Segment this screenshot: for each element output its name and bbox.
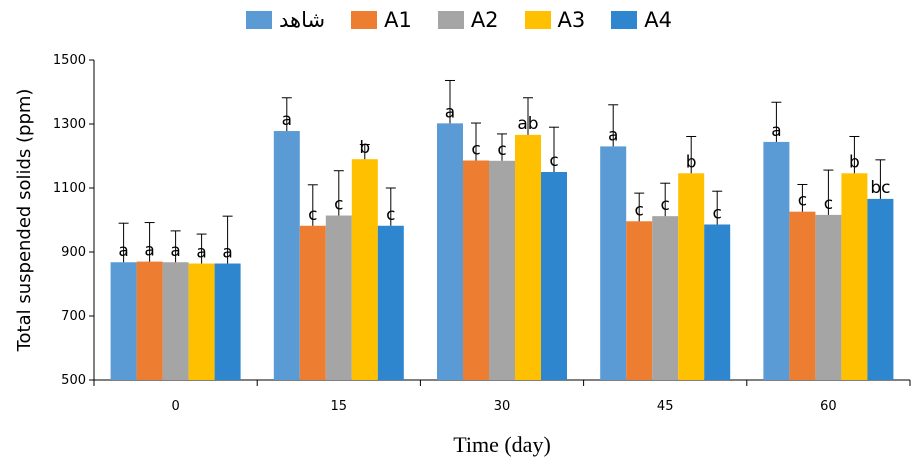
significance-label: b <box>359 138 370 158</box>
significance-label: b <box>849 152 860 172</box>
bar <box>626 221 653 380</box>
significance-label: c <box>471 139 480 159</box>
bar <box>299 225 326 380</box>
x-tick-label: 45 <box>657 399 674 414</box>
bar <box>437 123 463 381</box>
x-tick-label: 15 <box>331 399 348 414</box>
y-tick-label: 1500 <box>53 53 86 68</box>
bar <box>273 131 300 380</box>
legend-label: A1 <box>384 8 412 32</box>
bar <box>704 224 731 380</box>
legend-item: شاهد <box>245 8 326 32</box>
significance-label: bc <box>870 178 890 198</box>
bar <box>188 263 215 380</box>
legend-swatch <box>524 11 551 29</box>
bar <box>678 173 705 380</box>
significance-label: a <box>771 121 781 141</box>
x-tick-label: 0 <box>171 399 179 414</box>
legend-swatch <box>437 11 464 29</box>
bar <box>515 134 541 380</box>
chart-legend: شاهد A1 A2 A3 A4 <box>0 8 918 32</box>
bar <box>815 214 842 380</box>
significance-label: a <box>196 243 206 263</box>
significance-label: c <box>334 195 343 215</box>
y-axis-title: Total suspended solids (ppm) <box>14 89 35 353</box>
legend-label: شاهد <box>278 8 326 32</box>
significance-label: c <box>635 200 644 220</box>
significance-label: a <box>144 241 154 261</box>
y-tick-label: 900 <box>61 245 86 260</box>
y-tick-label: 1100 <box>53 181 86 196</box>
bar <box>489 160 515 380</box>
significance-label: ab <box>517 114 538 134</box>
y-tick-label: 700 <box>61 309 86 324</box>
significance-label: b <box>686 152 697 172</box>
legend-item: A3 <box>524 8 586 32</box>
x-tick-label: 60 <box>820 399 837 414</box>
significance-label: c <box>661 195 670 215</box>
significance-label: a <box>118 241 128 261</box>
bar <box>841 173 868 380</box>
y-tick-label: 1300 <box>53 117 86 132</box>
bar <box>652 216 679 380</box>
bar <box>867 198 894 380</box>
x-axis-title: Time (day) <box>453 432 551 457</box>
bar <box>763 141 790 380</box>
significance-label: c <box>824 194 833 214</box>
significance-label: c <box>308 205 317 225</box>
significance-label: a <box>282 110 292 130</box>
significance-label: a <box>445 102 455 122</box>
bar <box>463 160 489 380</box>
significance-label: a <box>608 125 618 145</box>
significance-label: c <box>497 140 506 160</box>
legend-swatch <box>351 11 378 29</box>
bar <box>136 261 163 380</box>
x-tick-label: 30 <box>494 399 511 414</box>
bar <box>162 262 189 380</box>
significance-label: a <box>170 241 180 261</box>
legend-swatch <box>611 11 638 29</box>
significance-label: c <box>713 203 722 223</box>
legend-swatch <box>245 11 272 29</box>
legend-item: A2 <box>437 8 499 32</box>
bar <box>789 211 816 380</box>
significance-label: a <box>222 243 232 263</box>
bar <box>214 263 241 380</box>
legend-item: A4 <box>611 8 672 32</box>
y-tick-label: 500 <box>61 373 86 388</box>
legend-label: A2 <box>470 8 499 32</box>
legend-label: A3 <box>557 8 586 32</box>
significance-label: c <box>798 191 807 211</box>
bar <box>541 172 567 380</box>
legend-item: A1 <box>351 8 412 32</box>
significance-label: c <box>549 151 558 171</box>
legend-label: A4 <box>644 8 673 32</box>
bar <box>600 146 627 380</box>
significance-label: c <box>386 205 395 225</box>
bar <box>110 262 137 380</box>
bar <box>325 215 352 380</box>
bar <box>377 225 404 380</box>
bar <box>351 159 378 380</box>
